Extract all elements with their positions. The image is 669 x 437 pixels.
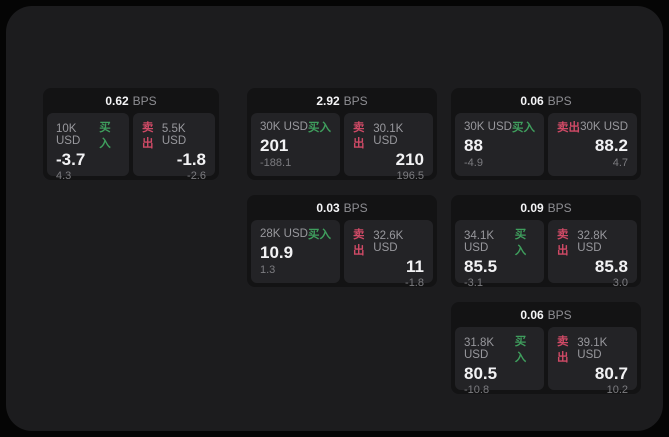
sell-delta: -2.6 bbox=[187, 169, 206, 182]
sell-label: 卖出 bbox=[142, 122, 154, 150]
sell-tile[interactable]: 卖出 30.1K USD 210 196.5 bbox=[344, 113, 433, 182]
spread-value: 0.06 bbox=[520, 307, 544, 322]
trading-quotes-panel: 0.62 BPS 10K USD 买入 -3.7 4.3 卖出 5.5K USD… bbox=[6, 6, 663, 431]
sell-price: 88.2 bbox=[594, 135, 628, 155]
spread-header: 2.92 BPS bbox=[251, 88, 433, 113]
spread-unit: BPS bbox=[343, 93, 368, 108]
quote-card: 0.06 BPS 30K USD 买入 88 -4.9 卖出 30K USD 8… bbox=[451, 88, 641, 180]
buy-tile[interactable]: 30K USD 买入 88 -4.9 bbox=[455, 113, 544, 176]
sell-label: 卖出 bbox=[557, 122, 580, 134]
quote-card: 0.62 BPS 10K USD 买入 -3.7 4.3 卖出 5.5K USD… bbox=[43, 88, 219, 182]
spread-unit: BPS bbox=[343, 200, 368, 215]
sell-label: 卖出 bbox=[353, 122, 365, 150]
sell-delta: 10.2 bbox=[606, 383, 628, 396]
buy-amount: 28K USD bbox=[260, 228, 308, 240]
buy-amount: 30K USD bbox=[464, 121, 512, 133]
sell-delta: 4.7 bbox=[612, 157, 628, 169]
sell-tile[interactable]: 卖出 32.8K USD 85.8 3.0 bbox=[548, 220, 637, 289]
sell-label: 卖出 bbox=[353, 229, 365, 257]
spread-value: 0.06 bbox=[520, 93, 544, 108]
sell-amount: 30.1K USD bbox=[373, 123, 404, 147]
sell-price: 210 bbox=[395, 150, 424, 169]
spread-unit: BPS bbox=[547, 200, 572, 215]
sell-amount: 32.8K USD bbox=[577, 230, 608, 254]
spread-value: 2.92 bbox=[316, 93, 340, 108]
sell-tile[interactable]: 卖出 39.1K USD 80.7 10.2 bbox=[548, 327, 637, 396]
buy-label: 买入 bbox=[308, 122, 331, 134]
sell-price: 11 bbox=[406, 257, 424, 276]
sell-amount: 39.1K USD bbox=[577, 337, 608, 361]
sell-price: 80.7 bbox=[594, 364, 628, 383]
spread-header: 0.06 BPS bbox=[455, 302, 637, 327]
sell-amount: 32.6K USD bbox=[373, 230, 404, 254]
sell-amount: 30K USD bbox=[580, 121, 628, 133]
spread-value: 0.03 bbox=[316, 200, 340, 215]
sell-tile[interactable]: 卖出 30K USD 88.2 4.7 bbox=[548, 113, 637, 176]
spread-value: 0.09 bbox=[520, 200, 544, 215]
buy-tile[interactable]: 28K USD 买入 10.9 1.3 bbox=[251, 220, 340, 283]
spread-header: 0.62 BPS bbox=[47, 88, 215, 113]
buy-tile[interactable]: 31.8K USD 买入 80.5 -10.8 bbox=[455, 327, 544, 396]
buy-label: 买入 bbox=[99, 122, 111, 150]
spread-unit: BPS bbox=[132, 93, 157, 108]
quote-card: 0.03 BPS 28K USD 买入 10.9 1.3 卖出 32.6K US… bbox=[247, 195, 437, 289]
sell-label: 卖出 bbox=[557, 229, 569, 257]
buy-label: 买入 bbox=[512, 122, 535, 134]
quote-card: 0.09 BPS 34.1K USD 买入 85.5 -3.1 卖出 32.8K… bbox=[451, 195, 641, 289]
quote-card: 2.92 BPS 30K USD 买入 201 -188.1 卖出 30.1K … bbox=[247, 88, 437, 182]
buy-price: 201 bbox=[260, 135, 289, 155]
buy-tile[interactable]: 34.1K USD 买入 85.5 -3.1 bbox=[455, 220, 544, 289]
sell-tile[interactable]: 卖出 32.6K USD 11 -1.8 bbox=[344, 220, 433, 289]
buy-price: 85.5 bbox=[464, 257, 498, 276]
buy-tile[interactable]: 30K USD 买入 201 -188.1 bbox=[251, 113, 340, 176]
sell-label: 卖出 bbox=[557, 336, 569, 364]
buy-price: 80.5 bbox=[464, 364, 498, 383]
buy-delta: 4.3 bbox=[56, 169, 72, 182]
buy-delta: 1.3 bbox=[260, 264, 276, 276]
buy-label: 买入 bbox=[514, 336, 527, 364]
sell-amount: 5.5K USD bbox=[161, 123, 187, 147]
buy-amount: 31.8K USD bbox=[464, 337, 495, 361]
buy-delta: -188.1 bbox=[260, 157, 292, 169]
buy-price: 88 bbox=[464, 135, 483, 155]
spread-unit: BPS bbox=[547, 93, 572, 108]
spread-unit: BPS bbox=[547, 307, 572, 322]
buy-label: 买入 bbox=[308, 229, 331, 241]
sell-price: -1.8 bbox=[176, 150, 206, 169]
spread-header: 0.09 BPS bbox=[455, 195, 637, 220]
buy-price: 10.9 bbox=[260, 242, 294, 262]
buy-amount: 30K USD bbox=[260, 121, 308, 133]
spread-value: 0.62 bbox=[105, 93, 129, 108]
spread-header: 0.06 BPS bbox=[455, 88, 637, 113]
sell-tile[interactable]: 卖出 5.5K USD -1.8 -2.6 bbox=[133, 113, 215, 182]
buy-delta: -10.8 bbox=[464, 383, 490, 396]
buy-amount: 10K USD bbox=[56, 123, 81, 147]
buy-delta: -3.1 bbox=[464, 276, 483, 289]
sell-delta: -1.8 bbox=[405, 276, 424, 289]
buy-amount: 34.1K USD bbox=[464, 230, 495, 254]
quote-card: 0.06 BPS 31.8K USD 买入 80.5 -10.8 卖出 39.1… bbox=[451, 302, 641, 396]
spread-header: 0.03 BPS bbox=[251, 195, 433, 220]
sell-delta: 196.5 bbox=[396, 169, 424, 182]
buy-label: 买入 bbox=[514, 229, 527, 257]
buy-tile[interactable]: 10K USD 买入 -3.7 4.3 bbox=[47, 113, 129, 182]
sell-delta: 3.0 bbox=[612, 276, 628, 289]
sell-price: 85.8 bbox=[594, 257, 628, 276]
buy-price: -3.7 bbox=[56, 150, 86, 169]
buy-delta: -4.9 bbox=[464, 157, 483, 169]
